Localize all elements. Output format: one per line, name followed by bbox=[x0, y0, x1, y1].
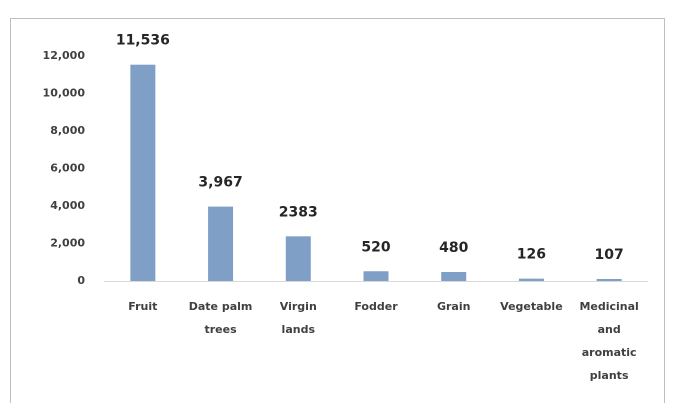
x-tick-label: Medicinal and aromatic plants bbox=[579, 300, 638, 382]
x-tick-label: Date palm trees bbox=[189, 300, 253, 336]
bar bbox=[518, 278, 544, 281]
y-tick-label: 12,000 bbox=[43, 49, 86, 62]
x-tick-label: Fodder bbox=[354, 300, 398, 313]
data-label: 2383 bbox=[279, 204, 318, 220]
data-label: 3,967 bbox=[198, 175, 242, 191]
x-tick-label: Vegetable bbox=[500, 300, 563, 313]
bar bbox=[130, 64, 156, 281]
x-tick-label: Grain bbox=[437, 300, 470, 313]
bar bbox=[441, 272, 467, 281]
y-tick-label: 10,000 bbox=[43, 87, 86, 100]
y-tick-label: 2,000 bbox=[50, 237, 85, 250]
chart-border bbox=[10, 18, 665, 403]
y-tick-label: 0 bbox=[77, 274, 85, 287]
data-label: 520 bbox=[361, 239, 390, 255]
y-tick-label: 6,000 bbox=[50, 162, 85, 175]
y-tick-label: 8,000 bbox=[50, 124, 85, 137]
data-label: 126 bbox=[517, 247, 546, 263]
data-label: 107 bbox=[595, 247, 624, 263]
bar bbox=[285, 236, 311, 281]
bar bbox=[208, 206, 234, 281]
bar bbox=[363, 271, 389, 281]
x-tick-label: Virgin lands bbox=[280, 300, 317, 336]
bar bbox=[596, 278, 622, 281]
y-tick-label: 4,000 bbox=[50, 199, 85, 212]
data-label: 11,536 bbox=[116, 33, 170, 49]
x-tick-label: Fruit bbox=[128, 300, 157, 313]
data-label: 480 bbox=[439, 240, 468, 256]
